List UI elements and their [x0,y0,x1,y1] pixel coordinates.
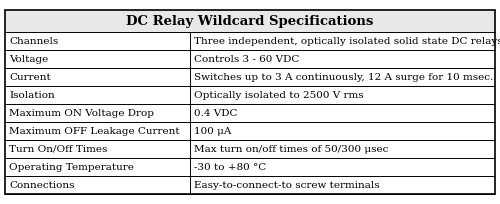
Bar [5,122,495,140]
Bar [5,68,495,86]
Bar [5,50,495,68]
Text: Turn On/Off Times: Turn On/Off Times [9,144,108,153]
Text: Isolation: Isolation [9,91,55,100]
Text: Current: Current [9,73,51,82]
Text: Easy-to-connect-to screw terminals: Easy-to-connect-to screw terminals [194,180,380,189]
Text: Operating Temperature: Operating Temperature [9,162,134,171]
Bar [5,140,495,158]
Bar [5,104,495,122]
Text: Three independent, optically isolated solid state DC relays: Three independent, optically isolated so… [194,37,500,46]
Text: 0.4 VDC: 0.4 VDC [194,109,238,118]
Text: Optically isolated to 2500 V rms: Optically isolated to 2500 V rms [194,91,364,100]
Bar [5,176,495,194]
Text: 100 μA: 100 μA [194,126,232,135]
Text: Channels: Channels [9,37,58,46]
Text: Connections: Connections [9,180,74,189]
Bar [5,86,495,104]
Bar [5,10,495,32]
Text: Max turn on/off times of 50/300 μsec: Max turn on/off times of 50/300 μsec [194,144,388,153]
Text: -30 to +80 °C: -30 to +80 °C [194,162,266,171]
Text: Switches up to 3 A continuously, 12 A surge for 10 msec.: Switches up to 3 A continuously, 12 A su… [194,73,493,82]
Bar [5,10,495,194]
Text: DC Relay Wildcard Specifications: DC Relay Wildcard Specifications [126,15,374,28]
Text: Voltage: Voltage [9,55,48,64]
Text: Maximum ON Voltage Drop: Maximum ON Voltage Drop [9,109,154,118]
Text: Maximum OFF Leakage Current: Maximum OFF Leakage Current [9,126,179,135]
Bar [5,32,495,50]
Text: Controls 3 - 60 VDC: Controls 3 - 60 VDC [194,55,300,64]
Bar [5,158,495,176]
